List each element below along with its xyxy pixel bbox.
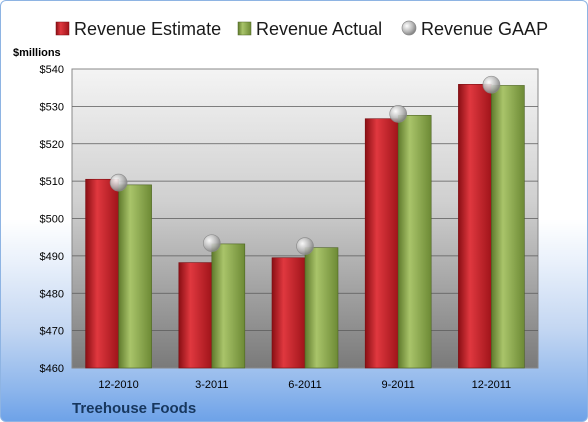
- legend-label-gaap: Revenue GAAP: [421, 19, 548, 39]
- y-tick-label: $540: [40, 64, 64, 76]
- legend-marker-gaap: [401, 20, 417, 36]
- x-axis-ticks: 12-2010 3-2011 6-2011 9-2011 12-2011: [98, 379, 511, 391]
- x-tick-label: 12-2011: [472, 379, 512, 391]
- x-tick-label: 3-2011: [195, 379, 228, 391]
- bar-revenue-actual: [397, 115, 432, 369]
- y-tick-label: $470: [40, 326, 64, 338]
- unit-label: $millions: [13, 47, 61, 59]
- x-tick-label: 12-2010: [98, 379, 138, 391]
- legend: Revenue Estimate Revenue Actual Revenue …: [55, 19, 548, 39]
- marker-revenue-gaap: [202, 234, 221, 253]
- y-tick-label: $480: [40, 288, 64, 300]
- bar-revenue-actual: [304, 247, 339, 369]
- legend-item-gaap[interactable]: Revenue GAAP: [401, 19, 548, 39]
- bar-revenue-estimate: [271, 257, 306, 369]
- legend-swatch-estimate: [55, 21, 70, 36]
- bar-revenue-estimate: [178, 262, 213, 369]
- bars: [85, 84, 525, 369]
- y-axis-ticks: $460 $470 $480 $490 $500 $510 $520 $530 $540: [40, 64, 64, 375]
- y-tick-label: $460: [40, 363, 64, 375]
- bar-revenue-estimate: [458, 84, 492, 369]
- legend-label-actual: Revenue Actual: [256, 19, 382, 39]
- bar-revenue-actual: [491, 85, 525, 369]
- marker-revenue-gaap: [109, 173, 128, 192]
- legend-item-estimate[interactable]: Revenue Estimate: [55, 19, 221, 39]
- y-tick-label: $500: [40, 214, 64, 226]
- legend-label-estimate: Revenue Estimate: [74, 19, 221, 39]
- bar-revenue-estimate: [364, 118, 399, 369]
- marker-revenue-gaap: [482, 75, 501, 94]
- bar-revenue-actual: [211, 243, 246, 369]
- x-tick-label: 6-2011: [288, 379, 321, 391]
- bar-revenue-actual: [118, 184, 152, 369]
- y-tick-label: $530: [40, 101, 64, 113]
- y-tick-label: $520: [40, 139, 64, 151]
- marker-revenue-gaap: [296, 237, 314, 256]
- legend-swatch-actual: [237, 21, 252, 36]
- y-tick-label: $510: [40, 176, 64, 188]
- marker-revenue-gaap: [389, 104, 408, 123]
- bar-revenue-estimate: [85, 178, 119, 369]
- legend-item-actual[interactable]: Revenue Actual: [237, 19, 382, 39]
- gaap-markers: [109, 75, 501, 256]
- x-tick-label: 9-2011: [381, 379, 414, 391]
- y-tick-label: $490: [40, 251, 64, 263]
- company-label: Treehouse Foods: [72, 400, 196, 417]
